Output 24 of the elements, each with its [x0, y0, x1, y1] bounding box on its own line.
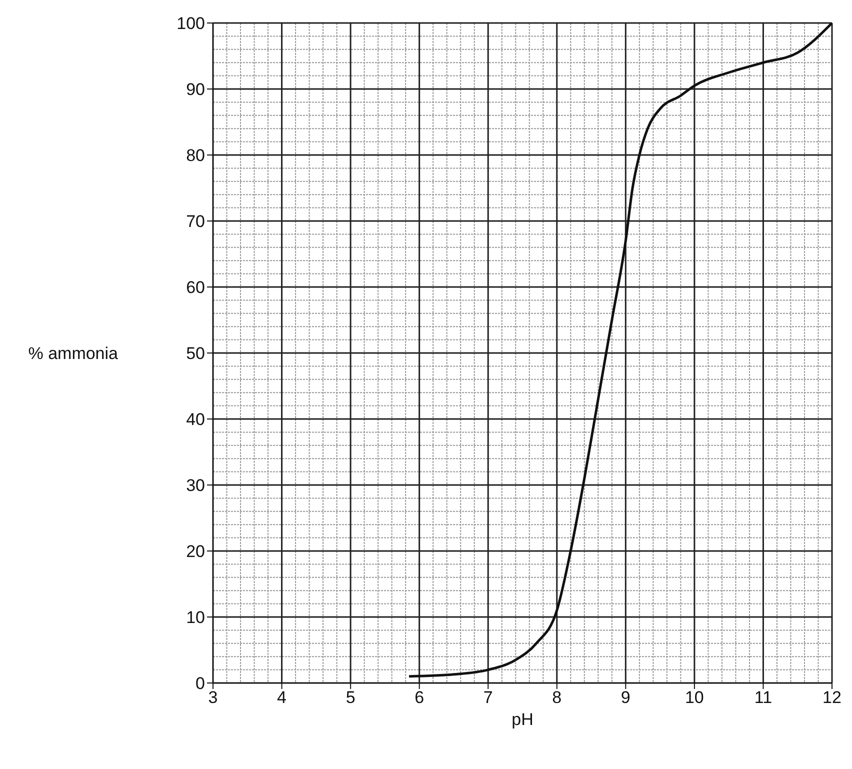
line-series — [408, 23, 832, 678]
y-tick-label: 0 — [196, 674, 205, 694]
y-tick-label: 40 — [186, 410, 205, 430]
y-tick-label: 10 — [186, 608, 205, 628]
y-tick-label: 90 — [186, 80, 205, 100]
x-axis-title: pH — [512, 710, 534, 729]
y-tick-label: 80 — [186, 146, 205, 166]
x-tick-label: 7 — [483, 688, 493, 708]
y-tick-label: 70 — [186, 212, 205, 232]
x-tick-label: 4 — [277, 688, 287, 708]
y-tick-label: 50 — [186, 344, 205, 364]
y-tick-label: 20 — [186, 542, 205, 562]
x-tick-label: 3 — [208, 688, 218, 708]
x-tick-label: 8 — [552, 688, 562, 708]
x-tick-label: 6 — [414, 688, 424, 708]
x-tick-label: 10 — [684, 688, 704, 708]
y-tick-label: 60 — [186, 278, 205, 298]
x-tick-label: 11 — [754, 688, 772, 708]
y-axis-title: % ammonia — [28, 344, 119, 364]
y-tick-label: 100 — [176, 14, 205, 34]
x-tick-label: 12 — [822, 688, 842, 708]
x-tick-label: 5 — [346, 688, 356, 708]
x-tick-label: 9 — [620, 688, 630, 708]
y-tick-label: 30 — [186, 476, 205, 496]
